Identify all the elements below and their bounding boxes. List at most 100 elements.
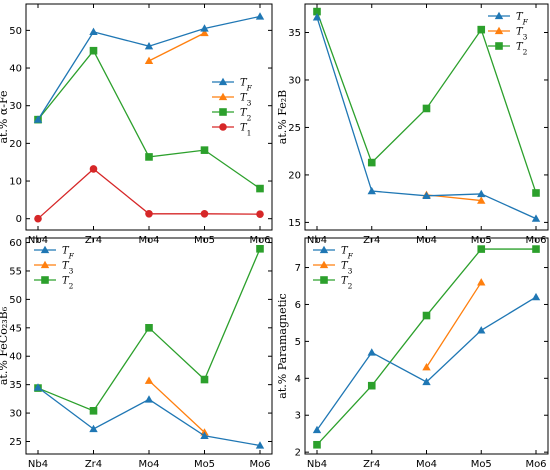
legend-marker xyxy=(41,276,49,284)
data-point xyxy=(144,395,154,403)
x-tick-label: Mo6 xyxy=(249,459,270,470)
data-point xyxy=(477,245,486,253)
legend-marker xyxy=(218,77,228,86)
legend-marker xyxy=(319,245,329,254)
series-line xyxy=(37,15,261,120)
y-tick-label: 15 xyxy=(288,218,301,229)
y-tick-label: 40 xyxy=(9,352,22,363)
y-tick-label: 4 xyxy=(295,374,301,385)
data-point xyxy=(200,210,209,218)
data-point xyxy=(145,324,153,332)
y-tick-label: 35 xyxy=(9,380,22,391)
y-axis-label: at.% FeCo₂₃B₆ xyxy=(0,306,10,385)
y-tick-label: 6 xyxy=(295,300,301,311)
data-point xyxy=(477,196,486,204)
data-point xyxy=(144,41,154,50)
data-point xyxy=(256,245,264,253)
y-tick-label: 35 xyxy=(288,28,301,39)
data-point xyxy=(477,25,486,34)
data-point xyxy=(33,383,43,391)
x-tick-label: Nb4 xyxy=(307,459,327,470)
series-t1 xyxy=(34,165,264,223)
series-line xyxy=(316,11,537,194)
x-tick-label: Zr4 xyxy=(363,459,380,470)
series-t3 xyxy=(422,190,486,204)
data-point xyxy=(255,12,265,20)
data-point xyxy=(312,425,322,434)
y-tick-label: 3 xyxy=(295,411,301,422)
data-point xyxy=(367,158,376,167)
y-tick-label: 30 xyxy=(288,75,301,86)
data-point xyxy=(313,7,321,16)
data-point xyxy=(256,184,264,193)
data-point xyxy=(477,326,486,334)
series-tf xyxy=(312,13,541,222)
y-tick-label: 20 xyxy=(9,139,22,150)
y-tick-label: 30 xyxy=(9,409,22,420)
data-point xyxy=(477,189,486,198)
y-axis-label: at.% Paramagnetic xyxy=(276,293,289,398)
data-point xyxy=(144,376,154,384)
y-tick-label: 25 xyxy=(9,437,22,448)
data-point xyxy=(200,146,209,154)
y-tick-label: 55 xyxy=(9,266,22,277)
legend-marker xyxy=(219,108,227,116)
series-line xyxy=(148,32,205,62)
y-tick-label: 45 xyxy=(9,323,22,334)
data-point xyxy=(422,104,431,113)
series-t3 xyxy=(144,376,209,436)
data-point xyxy=(532,189,540,197)
x-tick-label: Mo5 xyxy=(194,459,215,470)
y-tick-label: 0 xyxy=(16,214,22,225)
data-point xyxy=(255,441,265,449)
data-point xyxy=(89,46,98,55)
legend-marker xyxy=(40,260,50,269)
data-point xyxy=(531,292,541,301)
legend-label: T2 xyxy=(240,108,252,123)
series-line xyxy=(425,281,482,368)
y-tick-label: 20 xyxy=(288,170,301,181)
chart-panel-3: 25 30 35 40 45 50 55 60 Nb4 Zr4 Mo4 Mo5 Mo6 at.% FeCo… xyxy=(0,237,273,470)
legend-label: T2 xyxy=(516,42,528,57)
x-tick-label: Mo4 xyxy=(138,459,159,470)
legend-label: T3 xyxy=(62,261,74,276)
legend-label: T2 xyxy=(341,276,353,291)
series-tf xyxy=(33,12,265,123)
data-point xyxy=(532,245,540,253)
data-point xyxy=(89,407,98,415)
legend-marker xyxy=(494,26,504,35)
series-t2 xyxy=(313,245,540,449)
x-tick-label: Mo5 xyxy=(471,459,492,470)
data-point xyxy=(422,191,431,199)
data-point xyxy=(200,24,209,32)
data-point xyxy=(367,186,376,195)
legend-label: T3 xyxy=(341,261,353,276)
legend-marker xyxy=(219,123,227,131)
series-t2 xyxy=(313,7,540,197)
data-point xyxy=(422,311,431,320)
data-point xyxy=(89,27,98,36)
y-tick-label: 50 xyxy=(9,26,22,37)
data-point xyxy=(89,424,98,433)
legend-label: T2 xyxy=(62,276,74,291)
y-tick-label: 7 xyxy=(295,263,301,274)
series-tf xyxy=(312,292,541,434)
data-point xyxy=(422,363,431,371)
data-point xyxy=(200,375,209,384)
legend-label: TF xyxy=(62,246,75,261)
legend-marker xyxy=(40,245,50,254)
data-point xyxy=(200,431,209,439)
legend-marker xyxy=(319,260,329,269)
series-line xyxy=(148,380,205,433)
series-line xyxy=(37,49,261,190)
legend-marker xyxy=(320,276,328,284)
data-point xyxy=(422,377,431,386)
legend-label: TF xyxy=(240,78,253,93)
data-point xyxy=(313,440,321,449)
